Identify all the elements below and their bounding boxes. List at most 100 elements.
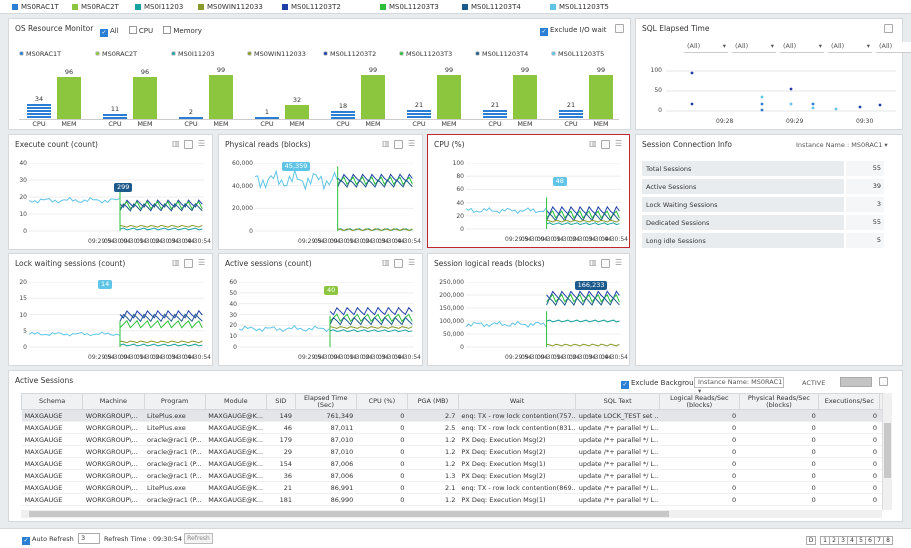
legend-item[interactable]: MS0L11203T2 — [282, 3, 341, 11]
chart-settings-icon[interactable] — [394, 259, 403, 268]
exclude-background-checkbox[interactable]: ✓ — [621, 381, 629, 389]
column-header[interactable]: SID — [266, 393, 296, 410]
x-tick-label: 09:30:34 — [152, 238, 179, 245]
auto-refresh-option[interactable]: ✓ Auto Refresh — [22, 535, 74, 545]
menu-icon[interactable]: ☰ — [408, 258, 416, 267]
menu-icon[interactable]: ☰ — [408, 139, 416, 148]
table-cell: MAXGAUGE@K... — [205, 409, 267, 422]
instance-name-select[interactable]: Instance Name : MS0RAC1 ▾ — [793, 141, 893, 152]
table-row[interactable]: MAXGAUGE WORKGROUP\... LitePlus.exe MAXGAUG… — [21, 421, 882, 434]
menu-icon[interactable]: ☰ — [198, 139, 206, 148]
legend-item[interactable]: MS0L11203T5 — [550, 3, 609, 11]
vertical-scrollbar[interactable] — [882, 393, 892, 510]
series-line — [119, 343, 203, 347]
horizontal-scrollbar[interactable] — [21, 510, 882, 518]
chart-settings-icon[interactable] — [184, 259, 193, 268]
x-tick-label: 09:29:54 — [88, 354, 115, 361]
legend-item[interactable]: MS0I11203 — [135, 3, 183, 11]
column-header[interactable]: CPU (%) — [355, 393, 408, 410]
table-row[interactable]: MAXGAUGE WORKGROUP\... oracle@rac1 (P... MA… — [21, 469, 882, 482]
sql-filter-select[interactable]: (All)▾ — [684, 42, 728, 53]
refresh-interval-stepper[interactable]: 3 — [78, 533, 100, 544]
bar-chart-icon[interactable]: ▥ — [172, 139, 180, 148]
column-header[interactable]: Elapsed Time (Sec) — [294, 393, 357, 410]
column-header[interactable]: Schema — [21, 393, 84, 410]
menu-icon[interactable]: ☰ — [615, 139, 623, 148]
mem-value: 96 — [64, 67, 74, 76]
bar-chart-icon[interactable]: ▥ — [382, 258, 390, 267]
table-cell: 0 — [818, 445, 880, 458]
chart-settings-icon[interactable] — [394, 140, 403, 149]
legend-item[interactable]: MS0L11203T4 — [462, 3, 521, 11]
column-header[interactable]: Logical Reads/Sec (blocks) — [658, 393, 740, 410]
table-row[interactable]: MAXGAUGE WORKGROUP\... LitePlus.exe MAXGAUG… — [21, 481, 882, 494]
cpu-value: 11 — [110, 105, 120, 114]
cpu-checkbox[interactable] — [128, 26, 137, 34]
legend-item[interactable]: MS0RAC1T — [12, 3, 59, 11]
bar-chart-icon[interactable]: ▥ — [589, 258, 597, 267]
bar-chart-icon[interactable]: ▥ — [172, 258, 180, 267]
x-tick-label: 09:29:54 — [298, 354, 325, 361]
column-header[interactable]: Module — [204, 393, 268, 410]
table-row[interactable]: MAXGAUGE WORKGROUP\... LitePlus.exe MAXGAUG… — [21, 409, 882, 422]
y-tick-label: 0 — [249, 228, 253, 235]
all-checkbox[interactable]: ✓ — [100, 29, 108, 37]
column-header[interactable]: Executions/Sec — [818, 393, 881, 410]
os-settings-icon[interactable] — [615, 24, 624, 33]
menu-icon[interactable]: ☰ — [615, 258, 623, 267]
column-header[interactable]: Wait — [457, 393, 577, 410]
memory-checkbox[interactable] — [163, 26, 172, 34]
scatter-point — [690, 102, 694, 106]
menu-icon[interactable]: ☰ — [198, 258, 206, 267]
session-stat-row: Dedicated Sessions 55 — [642, 215, 884, 230]
table-row[interactable]: MAXGAUGE WORKGROUP\... oracle@rac1 (P... MA… — [21, 445, 882, 458]
column-header[interactable]: H — [879, 393, 882, 410]
cpu-value: 21 — [490, 100, 500, 109]
sql-filter-select[interactable]: (All)▾ — [732, 42, 776, 53]
active-instance-select[interactable]: Instance Name: MS0RAC1 ▾ — [694, 377, 784, 395]
horizontal-scroll-thumb[interactable] — [29, 511, 669, 517]
auto-refresh-checkbox[interactable]: ✓ — [22, 537, 30, 545]
column-header[interactable]: PGA (MB) — [406, 393, 459, 410]
vertical-scroll-thumb[interactable] — [884, 423, 891, 478]
session-connection-info-panel: Session Connection Info Instance Name : … — [635, 134, 903, 366]
table-row[interactable]: MAXGAUGE WORKGROUP\... oracle@rac1 (P... MA… — [21, 457, 882, 470]
os-instance-label: MS0L11203T5 — [551, 50, 604, 58]
page-button[interactable]: D — [806, 536, 816, 545]
series-line — [546, 222, 620, 226]
column-header[interactable]: Program — [143, 393, 206, 410]
active-toggle[interactable] — [840, 377, 872, 387]
page-button[interactable]: 8 — [883, 536, 893, 545]
sql-elapsed-settings-icon[interactable] — [884, 24, 893, 33]
sql-filter-select[interactable]: (All)▾ — [876, 42, 911, 53]
sql-filter-select[interactable]: (All)▾ — [828, 42, 872, 53]
table-cell: 0 — [356, 433, 408, 446]
chevron-down-icon: ▾ — [884, 141, 888, 149]
exclude-io-option[interactable]: ✓ Exclude I/O wait — [540, 26, 607, 36]
column-header[interactable]: Physical Reads/Sec (blocks) — [738, 393, 820, 410]
chart-settings-icon[interactable] — [601, 140, 610, 149]
os-instance-label: MS0RAC1T — [19, 50, 61, 58]
legend-item[interactable]: MS0WIN112033 — [198, 3, 263, 11]
table-row[interactable]: MAXGAUGE WORKGROUP\... oracle@rac1 (P... MA… — [21, 433, 882, 446]
table-row[interactable]: MAXGAUGE WORKGROUP\... oracle@rac1 (P... MA… — [21, 493, 882, 506]
column-header[interactable]: Machine — [82, 393, 145, 410]
bar-chart-icon[interactable]: ▥ — [589, 139, 597, 148]
exclude-io-checkbox[interactable]: ✓ — [540, 28, 548, 36]
bar-chart-icon[interactable]: ▥ — [382, 139, 390, 148]
refresh-button[interactable]: Refresh — [184, 533, 213, 544]
legend-item[interactable]: MS0RAC2T — [72, 3, 119, 11]
sql-filter-select[interactable]: (All)▾ — [780, 42, 824, 53]
table-cell: MAXGAUGE — [21, 457, 83, 470]
scatter-point — [760, 108, 764, 112]
cpu-axis-label: CPU — [564, 120, 578, 128]
active-sessions-settings-icon[interactable] — [879, 377, 888, 386]
chart-settings-icon[interactable] — [601, 259, 610, 268]
session-stat-value: 39 — [844, 179, 884, 194]
table-cell: oracle@rac1 (P... — [144, 493, 206, 506]
column-header[interactable]: SQL Text — [575, 393, 660, 410]
exclude-background-option[interactable]: ✓ Exclude Background — [621, 379, 702, 389]
chart-settings-icon[interactable] — [184, 140, 193, 149]
legend-item[interactable]: MS0L11203T3 — [380, 3, 439, 11]
os-filter-options: ✓ All CPU Memory — [100, 26, 202, 37]
